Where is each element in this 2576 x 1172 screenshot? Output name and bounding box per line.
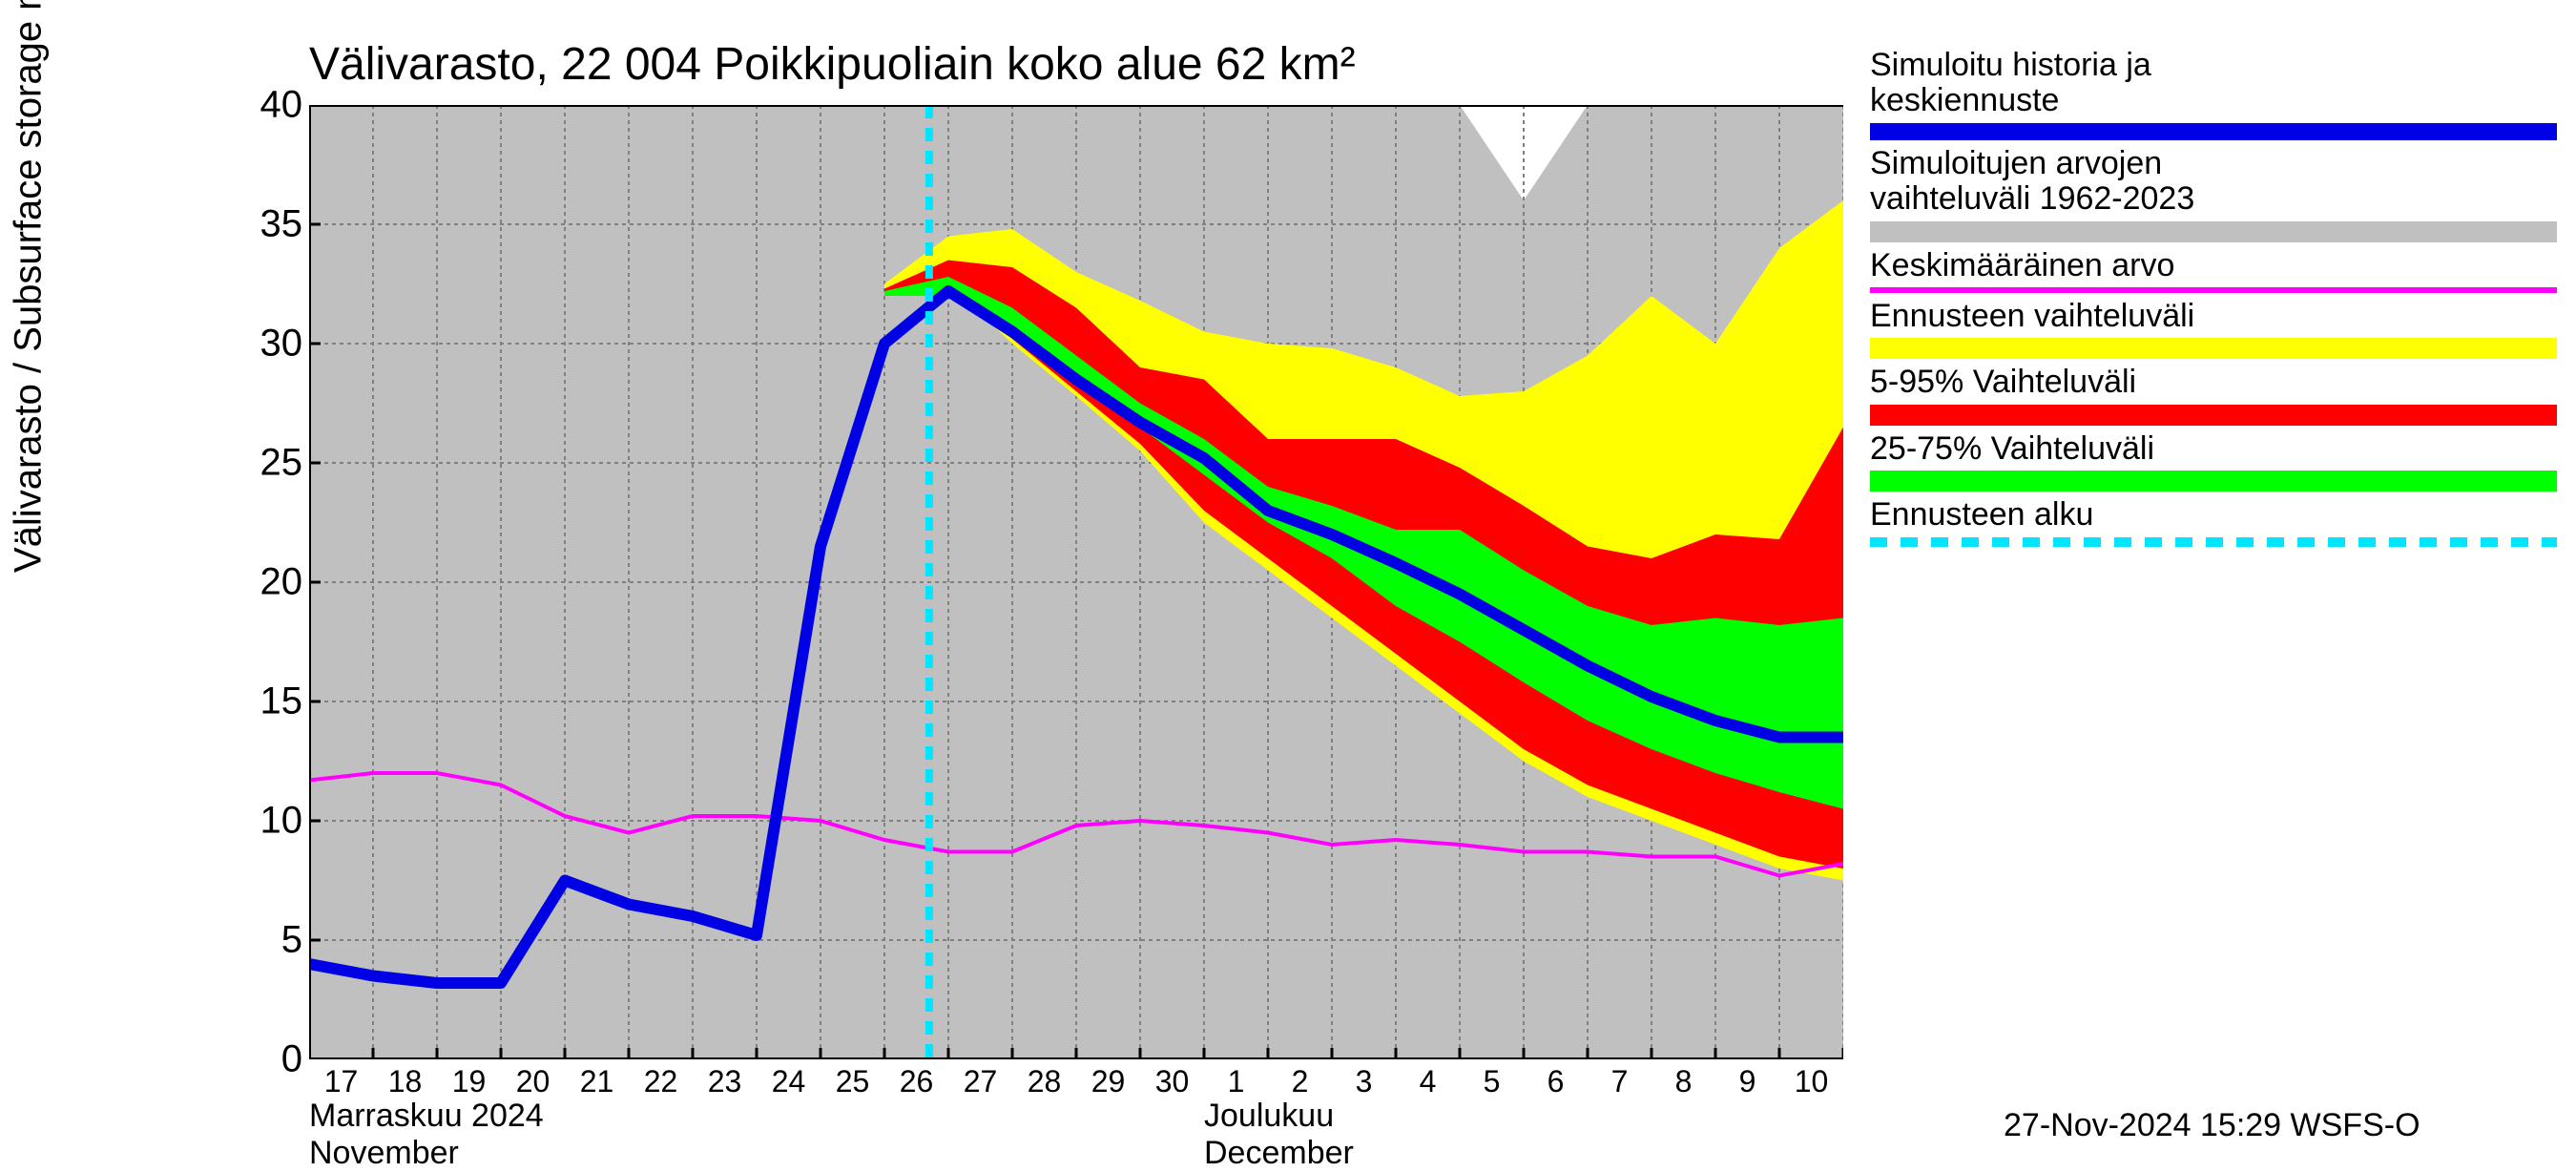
legend-text: Simuloitu historia ja: [1870, 48, 2557, 83]
x-tick-label: 1: [1228, 1064, 1245, 1099]
chart-container: Välivarasto / Subsurface storage mm Väli…: [0, 0, 2576, 1145]
x-tick-label: 3: [1356, 1064, 1373, 1099]
y-tick-label: 35: [260, 203, 303, 246]
x-tick-label: 29: [1091, 1064, 1126, 1099]
legend-text: Simuloitujen arvojen: [1870, 146, 2557, 181]
x-tick-label: 30: [1155, 1064, 1190, 1099]
x-tick-label: 18: [388, 1064, 423, 1099]
y-tick-label: 20: [260, 561, 303, 604]
x-tick-label: 28: [1028, 1064, 1062, 1099]
y-tick-label: 30: [260, 323, 303, 366]
legend-text: Ennusteen alku: [1870, 497, 2557, 533]
x-tick-label: 2: [1292, 1064, 1309, 1099]
legend-swatch: [1870, 123, 2557, 140]
x-tick-label: 5: [1484, 1064, 1501, 1099]
legend-item: 5-95% Vaihteluväli: [1870, 365, 2557, 425]
month-label: Marraskuu 2024November: [309, 1098, 544, 1172]
legend-text: 5-95% Vaihteluväli: [1870, 365, 2557, 400]
legend-text: Ennusteen vaihteluväli: [1870, 299, 2557, 334]
legend-item: Ennusteen vaihteluväli: [1870, 299, 2557, 359]
legend: Simuloitu historia jakeskiennusteSimuloi…: [1870, 48, 2557, 553]
x-tick-label: 25: [836, 1064, 870, 1099]
plot-svg: [309, 105, 1843, 1059]
legend-swatch: [1870, 221, 2557, 242]
y-tick-label: 0: [281, 1038, 302, 1081]
x-tick-label: 9: [1739, 1064, 1756, 1099]
x-tick-label: 8: [1675, 1064, 1693, 1099]
legend-item: Keskimääräinen arvo: [1870, 248, 2557, 293]
legend-item: 25-75% Vaihteluväli: [1870, 431, 2557, 492]
x-tick-label: 7: [1611, 1064, 1629, 1099]
legend-text: Keskimääräinen arvo: [1870, 248, 2557, 283]
legend-item: Simuloitujen arvojenvaihteluväli 1962-20…: [1870, 146, 2557, 242]
x-tick-label: 23: [708, 1064, 742, 1099]
x-tick-label: 10: [1795, 1064, 1829, 1099]
y-tick-label: 5: [281, 919, 302, 962]
x-tick-label: 20: [516, 1064, 551, 1099]
legend-item: Ennusteen alku: [1870, 497, 2557, 546]
x-tick-label: 19: [452, 1064, 487, 1099]
x-tick-label: 6: [1548, 1064, 1565, 1099]
y-ticks: 0510152025303540: [0, 105, 303, 1059]
x-tick-label: 26: [900, 1064, 934, 1099]
legend-item: Simuloitu historia jakeskiennuste: [1870, 48, 2557, 140]
legend-text: vaihteluväli 1962-2023: [1870, 181, 2557, 217]
x-tick-label: 22: [644, 1064, 678, 1099]
x-tick-label: 21: [580, 1064, 614, 1099]
y-tick-label: 10: [260, 800, 303, 843]
legend-swatch: [1870, 471, 2557, 492]
legend-swatch: [1870, 405, 2557, 426]
y-tick-label: 15: [260, 680, 303, 723]
legend-text: 25-75% Vaihteluväli: [1870, 431, 2557, 467]
y-tick-label: 40: [260, 84, 303, 127]
legend-swatch: [1870, 287, 2557, 293]
x-ticks: 171819202122232425262728293012345678910: [309, 1064, 1843, 1102]
legend-swatch: [1870, 338, 2557, 359]
x-tick-label: 27: [964, 1064, 998, 1099]
timestamp-label: 27-Nov-2024 15:29 WSFS-O: [2004, 1107, 2420, 1144]
month-label: JoulukuuDecember: [1204, 1098, 1354, 1172]
chart-title: Välivarasto, 22 004 Poikkipuoliain koko …: [309, 38, 1356, 91]
x-tick-label: 24: [772, 1064, 806, 1099]
plot-area: [309, 105, 1843, 1059]
legend-text: keskiennuste: [1870, 83, 2557, 118]
x-tick-label: 17: [324, 1064, 359, 1099]
x-tick-label: 4: [1420, 1064, 1437, 1099]
legend-swatch: [1870, 537, 2557, 547]
y-tick-label: 25: [260, 442, 303, 485]
